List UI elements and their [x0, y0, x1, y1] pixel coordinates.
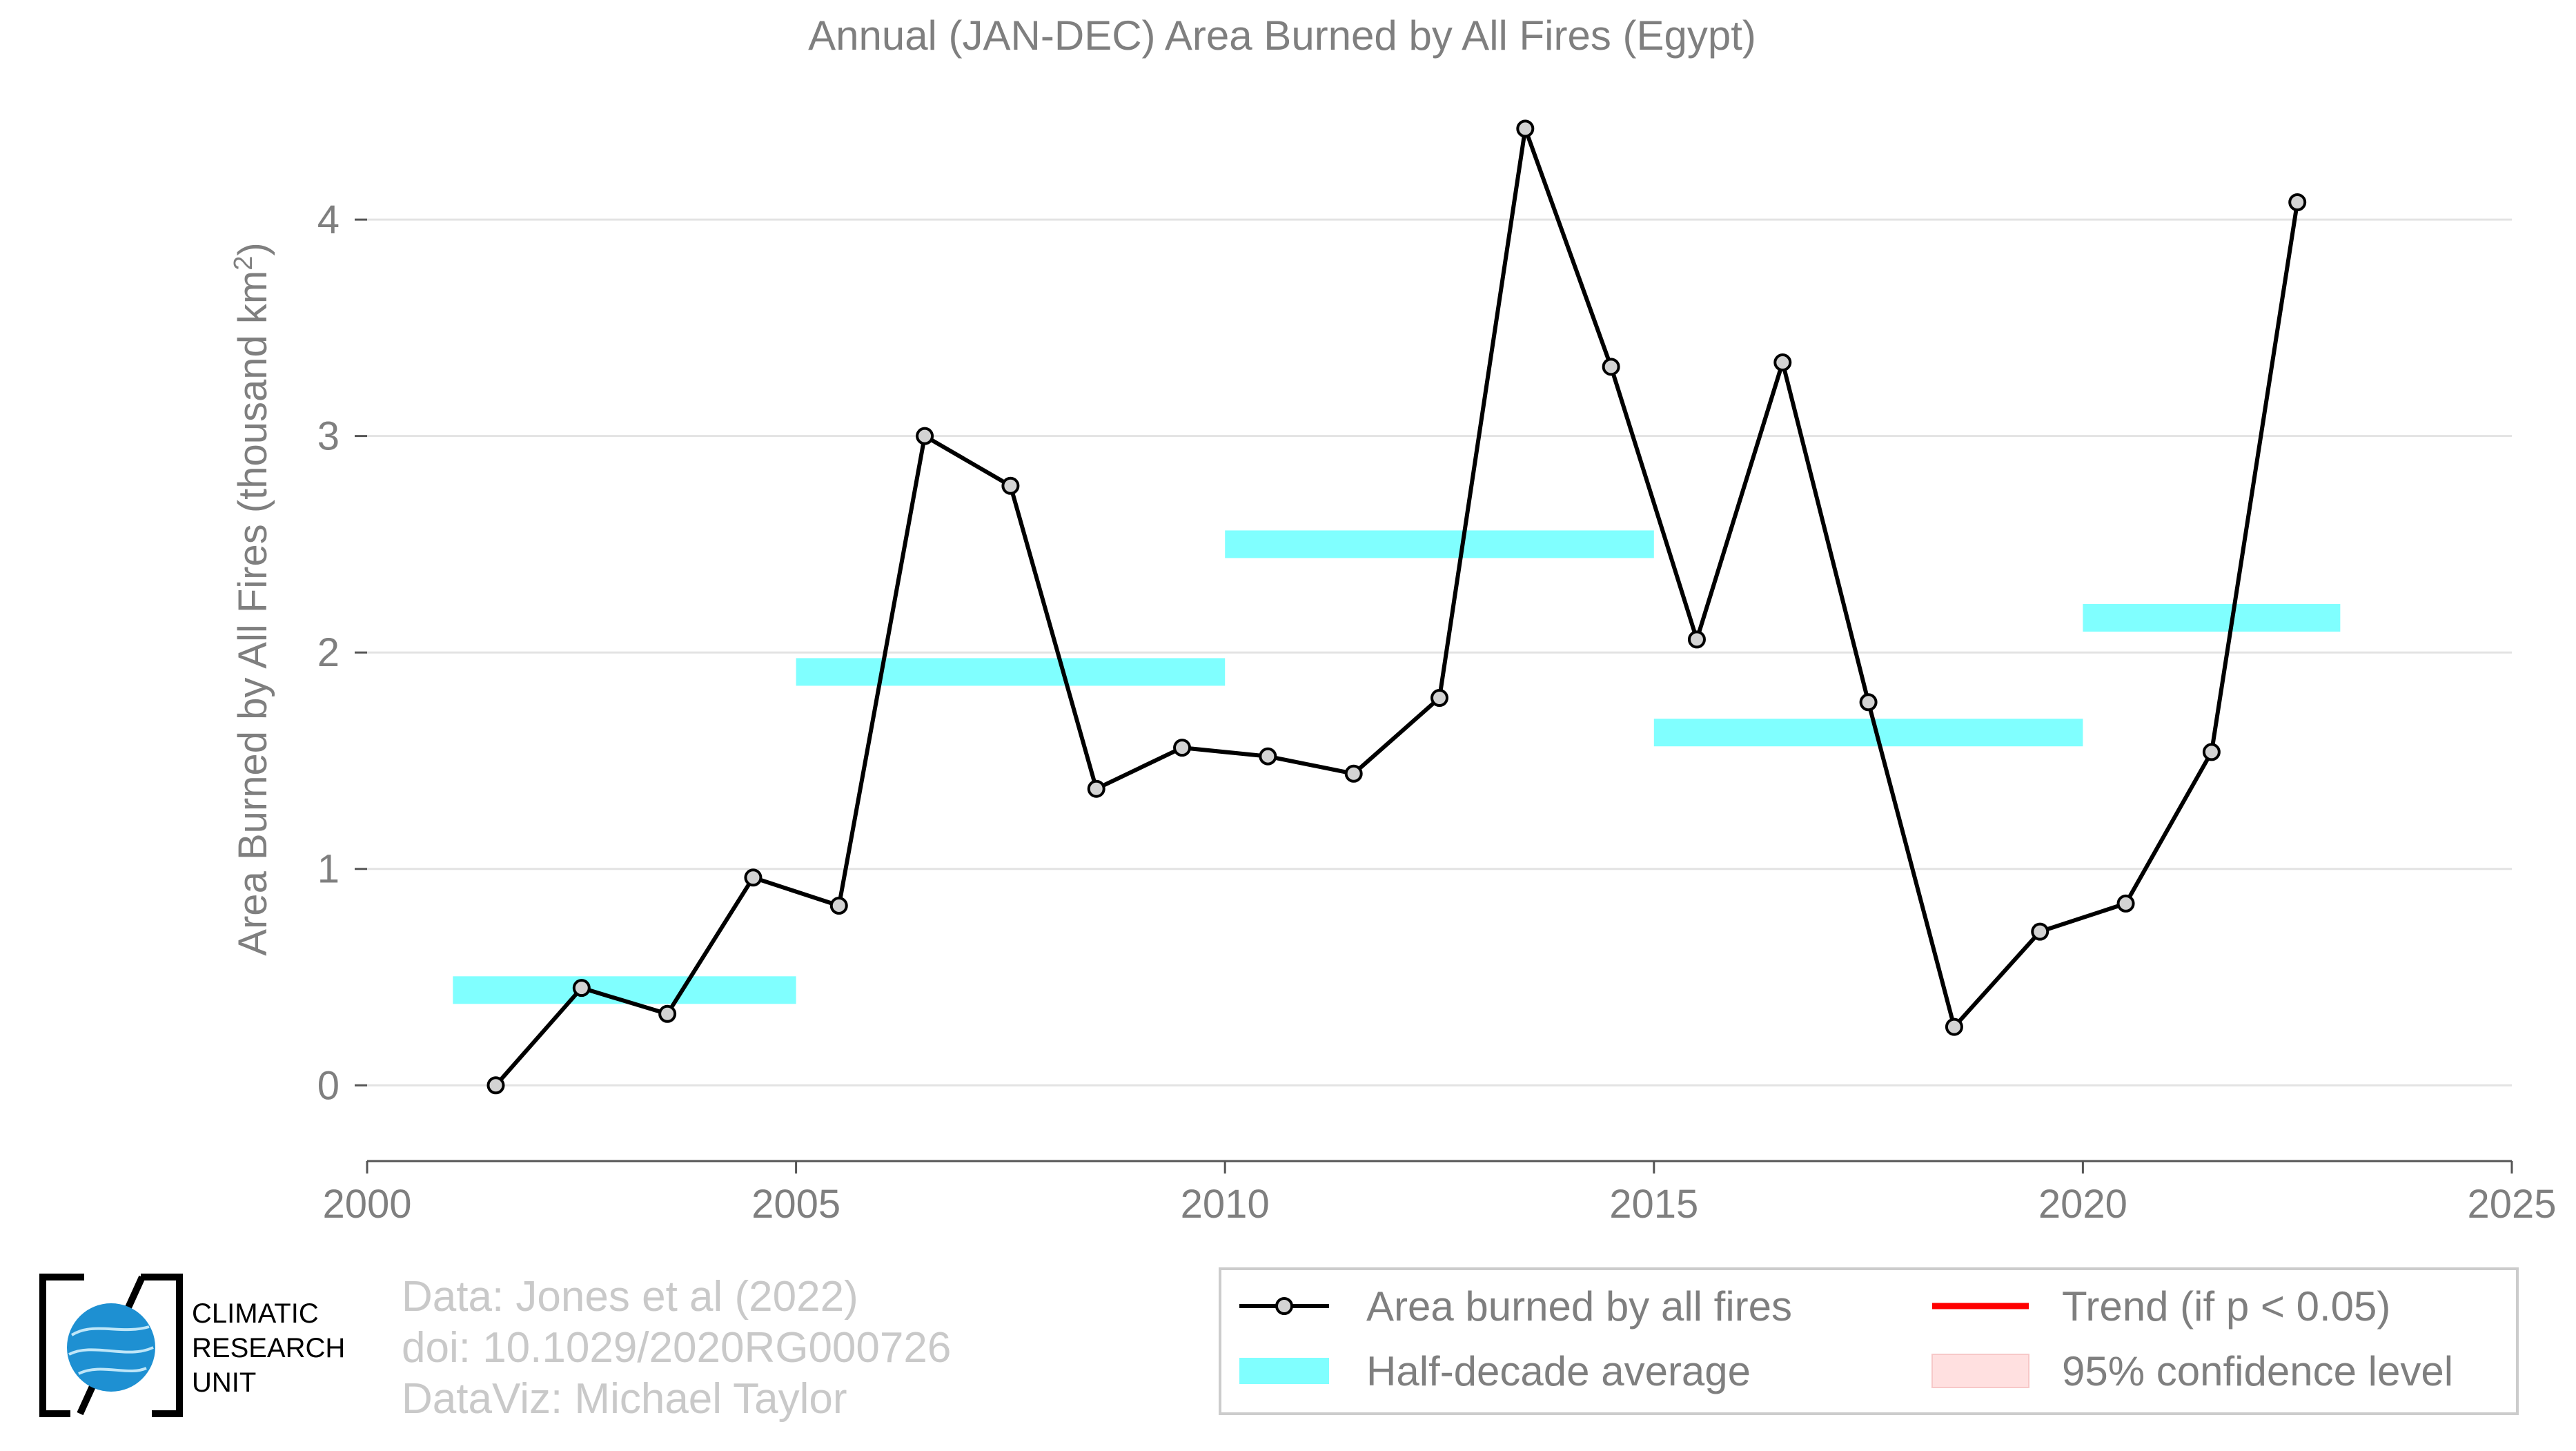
data-point-2006	[917, 429, 932, 444]
y-tick-label-1: 1	[317, 847, 340, 892]
x-tick-label-2020: 2020	[2038, 1182, 2127, 1227]
x-tick-label-2000: 2000	[322, 1182, 411, 1227]
y-tick-label-3: 3	[317, 414, 340, 459]
x-tick-label-2005: 2005	[751, 1182, 840, 1227]
data-point-2001	[488, 1078, 503, 1093]
half-decade-bar-2015	[1654, 719, 2083, 746]
credit-dataviz: DataViz: Michael Taylor	[402, 1374, 951, 1425]
data-point-2011	[1346, 766, 1361, 781]
data-point-2009	[1174, 740, 1190, 755]
data-point-2010	[1260, 749, 1275, 764]
logo-text-line3: UNIT	[192, 1365, 345, 1400]
legend-label-trend: Trend (if p < 0.05)	[2062, 1283, 2390, 1330]
y-tick-label-4: 4	[317, 197, 340, 242]
axes: 0 1 2 3 4 2000 2005 2010 2015 2020 2025	[317, 197, 2557, 1227]
legend: Area burned by all fires Half-decade ave…	[1220, 1269, 2517, 1414]
data-point-2004	[745, 870, 760, 885]
series-line	[495, 128, 2297, 1085]
y-axis-label: Area Burned by All Fires (thousand km2)	[229, 242, 275, 955]
y-tick-label-2: 2	[317, 630, 340, 675]
globe-icon	[67, 1303, 155, 1392]
chart-title: Annual (JAN-DEC) Area Burned by All Fire…	[808, 12, 1756, 59]
x-tick-label-2015: 2015	[1609, 1182, 1698, 1227]
half-decade-bar-2005	[796, 658, 1226, 685]
data-point-2019	[2032, 924, 2047, 939]
half-decade-bar-2010	[1225, 530, 1654, 558]
data-point-2005	[832, 898, 847, 913]
half-decade-bars	[453, 530, 2340, 1004]
legend-marker-area-burned	[1277, 1298, 1292, 1314]
data-point-2012	[1432, 690, 1447, 705]
data-point-2008	[1089, 781, 1104, 797]
legend-swatch-half-decade	[1239, 1358, 1329, 1384]
x-tick-label-2010: 2010	[1181, 1182, 1270, 1227]
series-area-burned	[488, 121, 2305, 1093]
legend-label-confidence: 95% confidence level	[2062, 1348, 2453, 1394]
cru-logo	[39, 1273, 184, 1418]
data-point-2018	[1947, 1020, 1962, 1035]
grid-lines	[367, 220, 2512, 1085]
data-point-2022	[2290, 195, 2305, 210]
half-decade-bar-2020	[2083, 604, 2340, 632]
data-point-2020	[2118, 896, 2134, 911]
data-point-2017	[1861, 694, 1876, 710]
data-point-2003	[660, 1006, 675, 1022]
logo-text-line2: RESEARCH	[192, 1331, 345, 1365]
logo-text-line1: CLIMATIC	[192, 1296, 345, 1331]
data-point-2021	[2204, 744, 2219, 759]
data-point-2015	[1689, 632, 1704, 647]
logo-text: CLIMATIC RESEARCH UNIT	[192, 1296, 345, 1400]
y-tick-label-0: 0	[317, 1063, 340, 1108]
data-point-2007	[1003, 478, 1018, 494]
legend-label-area-burned: Area burned by all fires	[1366, 1283, 1792, 1330]
data-point-2016	[1775, 355, 1790, 370]
data-credits: Data: Jones et al (2022) doi: 10.1029/20…	[402, 1272, 951, 1425]
data-point-2014	[1604, 359, 1619, 374]
data-point-2013	[1517, 121, 1533, 136]
legend-label-half-decade: Half-decade average	[1366, 1348, 1751, 1394]
data-point-2002	[574, 980, 589, 995]
x-tick-label-2025: 2025	[2467, 1182, 2556, 1227]
credit-data-source: Data: Jones et al (2022)	[402, 1272, 951, 1323]
legend-swatch-confidence	[1932, 1354, 2029, 1387]
credit-doi: doi: 10.1029/2020RG000726	[402, 1323, 951, 1374]
